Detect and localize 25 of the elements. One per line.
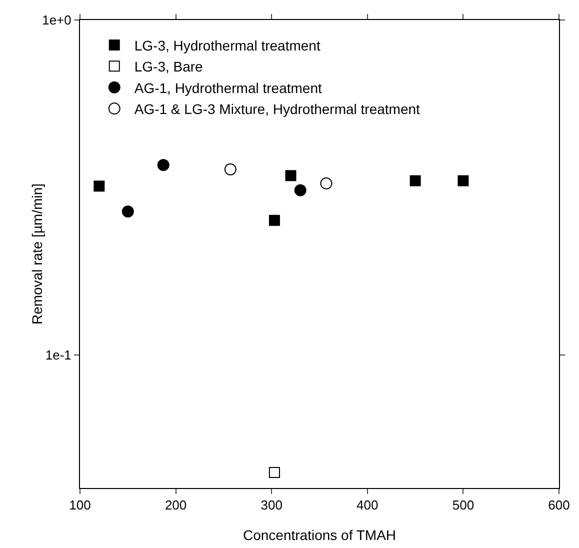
legend-label: AG-1, Hydrothermal treatment xyxy=(134,80,322,96)
legend-label: LG-3, Bare xyxy=(134,58,204,75)
x-axis-title: Concentrations of TMAH xyxy=(242,527,396,543)
y-axis-title: Removal rate [µm/min] xyxy=(29,183,45,325)
point xyxy=(268,467,280,478)
point xyxy=(410,175,421,186)
legend-label: LG-3, Hydrothermal treatment xyxy=(134,37,320,54)
point xyxy=(122,205,134,218)
point xyxy=(268,214,280,226)
legend-label: AG-1 & LG-3 Mixture, Hydrothermal treatment xyxy=(134,101,420,118)
x-tick-label: 100 xyxy=(69,498,91,513)
point xyxy=(224,163,236,176)
point xyxy=(320,177,332,190)
point xyxy=(458,175,469,186)
point xyxy=(157,158,170,171)
point xyxy=(94,180,105,192)
x-tick-label: 600 xyxy=(548,498,570,513)
x-tick-label: 300 xyxy=(260,498,282,513)
x-tick-label: 200 xyxy=(164,498,187,513)
y-tick-label: 1e+0 xyxy=(42,12,72,28)
x-tick-label: 400 xyxy=(356,498,378,513)
y-tick-label: 1e-1 xyxy=(45,347,72,362)
x-tick-label: 500 xyxy=(452,498,474,513)
point xyxy=(294,184,306,196)
point xyxy=(285,170,296,182)
